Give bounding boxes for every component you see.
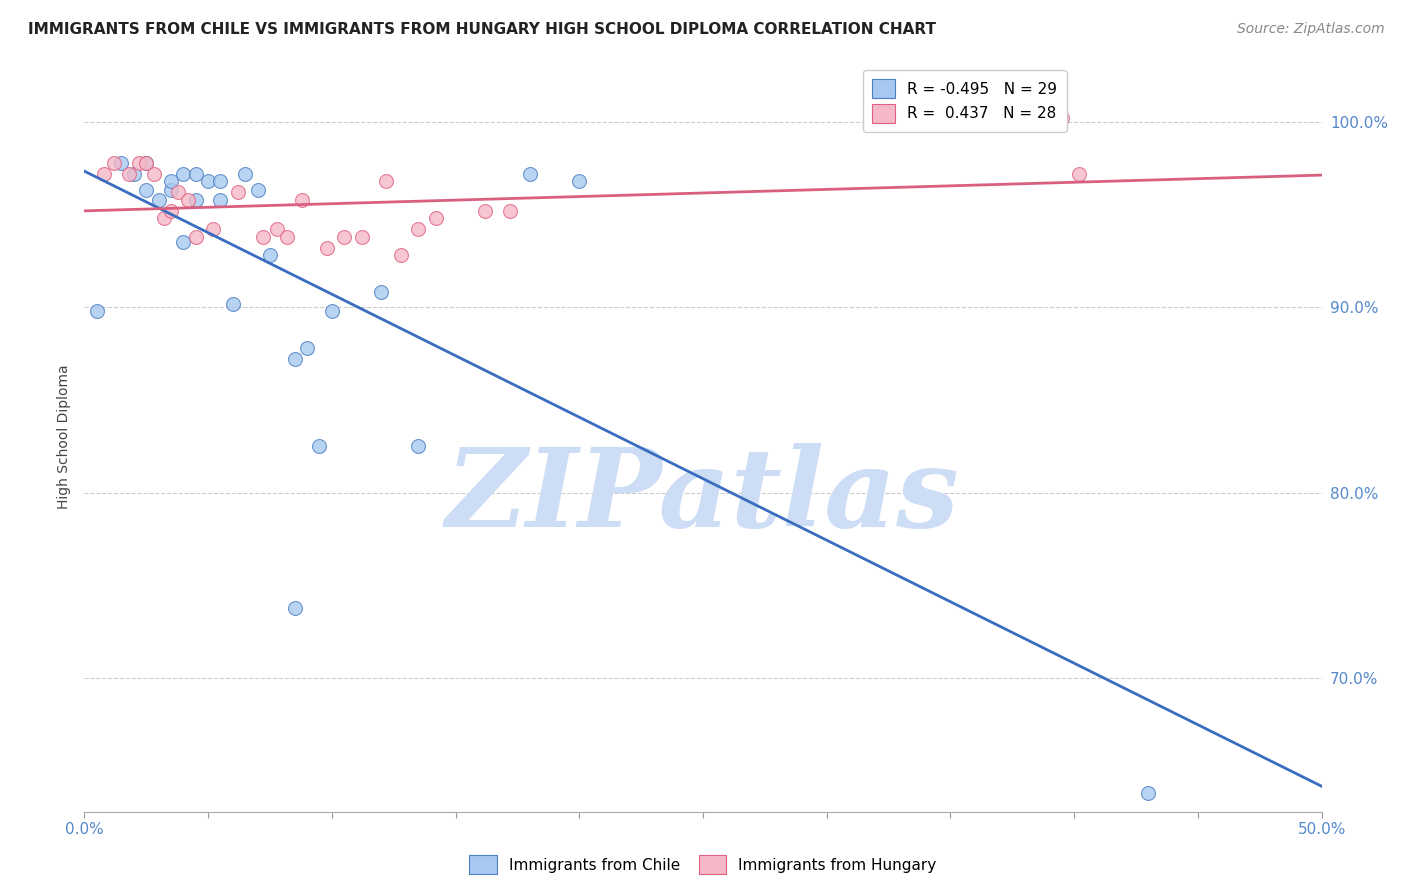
Legend: Immigrants from Chile, Immigrants from Hungary: Immigrants from Chile, Immigrants from H… <box>463 849 943 880</box>
Text: IMMIGRANTS FROM CHILE VS IMMIGRANTS FROM HUNGARY HIGH SCHOOL DIPLOMA CORRELATION: IMMIGRANTS FROM CHILE VS IMMIGRANTS FROM… <box>28 22 936 37</box>
Point <box>1050 111 1073 125</box>
Point <box>184 193 207 207</box>
Point <box>408 439 430 453</box>
Point <box>291 193 314 207</box>
Point <box>222 296 245 310</box>
Point <box>184 167 207 181</box>
Legend: R = -0.495   N = 29, R =  0.437   N = 28: R = -0.495 N = 29, R = 0.437 N = 28 <box>863 70 1067 132</box>
Point <box>128 155 150 169</box>
Point <box>266 222 288 236</box>
Point <box>118 167 141 181</box>
Point <box>148 193 170 207</box>
Y-axis label: High School Diploma: High School Diploma <box>58 365 72 509</box>
Point <box>233 167 256 181</box>
Point <box>110 155 132 169</box>
Point <box>499 203 522 218</box>
Text: ZIPatlas: ZIPatlas <box>446 443 960 550</box>
Point <box>1137 786 1160 800</box>
Point <box>1069 167 1091 181</box>
Point <box>93 167 115 181</box>
Point <box>295 341 318 355</box>
Point <box>259 248 281 262</box>
Point <box>333 229 356 244</box>
Point <box>370 285 392 300</box>
Point <box>284 600 307 615</box>
Point <box>389 248 412 262</box>
Point <box>350 229 373 244</box>
Point <box>160 174 183 188</box>
Point <box>135 155 157 169</box>
Point <box>408 222 430 236</box>
Point <box>172 167 194 181</box>
Point <box>122 167 145 181</box>
Point <box>103 155 125 169</box>
Point <box>197 174 219 188</box>
Point <box>315 241 337 255</box>
Point <box>246 183 269 197</box>
Point <box>152 211 174 226</box>
Text: Source: ZipAtlas.com: Source: ZipAtlas.com <box>1237 22 1385 37</box>
Point <box>474 203 496 218</box>
Point <box>519 167 541 181</box>
Point <box>172 235 194 250</box>
Point <box>284 352 307 367</box>
Point <box>184 229 207 244</box>
Point <box>425 211 447 226</box>
Point <box>142 167 165 181</box>
Point <box>209 193 232 207</box>
Point <box>568 174 591 188</box>
Point <box>202 222 225 236</box>
Point <box>375 174 398 188</box>
Point <box>135 183 157 197</box>
Point <box>252 229 274 244</box>
Point <box>86 304 108 318</box>
Point <box>167 186 190 200</box>
Point <box>226 186 249 200</box>
Point <box>135 155 157 169</box>
Point <box>308 439 330 453</box>
Point <box>160 203 183 218</box>
Point <box>177 193 200 207</box>
Point <box>209 174 232 188</box>
Point <box>276 229 298 244</box>
Point <box>321 304 343 318</box>
Point <box>160 183 183 197</box>
